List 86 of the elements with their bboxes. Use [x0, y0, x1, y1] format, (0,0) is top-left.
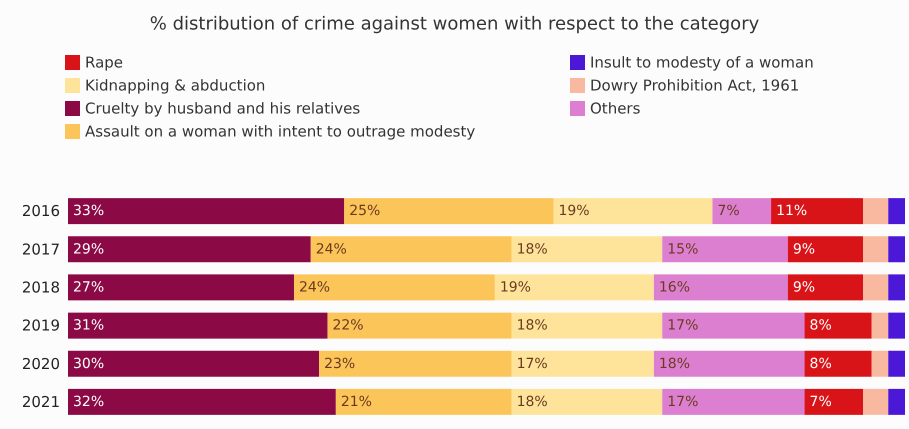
bar [771, 198, 864, 224]
data-label: 18% [516, 318, 548, 334]
y-tick-label: 2017 [22, 240, 60, 258]
data-label: 24% [316, 241, 347, 258]
data-label: 18% [516, 241, 548, 258]
bar [512, 350, 654, 377]
bar [68, 198, 344, 224]
bar [872, 312, 888, 339]
data-label: 21% [340, 394, 372, 410]
bar [494, 274, 654, 300]
bar [512, 388, 662, 415]
data-label: 33% [73, 203, 104, 220]
data-label: 25% [349, 203, 380, 220]
bar [662, 236, 788, 262]
data-label: 18% [658, 356, 690, 372]
bar [863, 388, 888, 415]
bar [863, 236, 888, 262]
bar [662, 388, 805, 415]
bar [662, 312, 805, 339]
bar [68, 312, 328, 339]
bar [68, 350, 320, 377]
bar [294, 274, 495, 300]
bar [804, 312, 872, 339]
data-label: 11% [776, 203, 808, 220]
data-label: 27% [73, 279, 104, 296]
bar [68, 274, 294, 300]
bar [512, 236, 662, 262]
data-label: 8% [810, 356, 832, 372]
bar [863, 274, 888, 300]
legend-label: Others [590, 100, 641, 118]
bar [68, 236, 311, 262]
y-tick-label: 2016 [22, 202, 60, 220]
data-label: 8% [810, 318, 832, 334]
legend-label: Assault on a woman with intent to outrage modesty [85, 122, 476, 140]
data-label: 9% [792, 241, 816, 258]
bar [344, 198, 554, 224]
bar [68, 388, 336, 415]
legend-label: Dowry Prohibition Act, 1961 [590, 76, 800, 94]
legend-label: Cruelty by husband and his relatives [85, 100, 360, 118]
data-label: 29% [73, 241, 104, 258]
y-tick-label: 2018 [22, 278, 60, 296]
bar [512, 312, 662, 339]
bar [888, 312, 905, 339]
bar [872, 350, 888, 377]
data-label: 23% [324, 356, 356, 372]
data-label: 22% [332, 318, 364, 334]
bar [888, 274, 905, 300]
data-label: 30% [73, 356, 104, 372]
legend-label: Insult to modesty of a woman [590, 54, 814, 72]
bar [888, 236, 905, 262]
data-label: 9% [792, 279, 816, 296]
bar [888, 350, 905, 377]
bar [712, 198, 772, 224]
data-label: 15% [667, 241, 698, 258]
bar [327, 312, 512, 339]
bar [888, 198, 905, 224]
bar [310, 236, 512, 262]
bar [654, 350, 805, 377]
bar [553, 198, 712, 224]
bar [804, 350, 872, 377]
data-label: 7% [717, 203, 740, 220]
data-label: 32% [73, 394, 104, 410]
data-label: 17% [667, 318, 698, 334]
legend-label: Rape [85, 54, 124, 72]
data-label: 19% [500, 279, 531, 296]
data-label: 18% [516, 394, 548, 410]
data-label: 16% [658, 279, 690, 296]
y-tick-label: 2020 [22, 354, 60, 373]
data-label: 17% [667, 394, 698, 410]
bar [788, 274, 864, 300]
bar [863, 198, 888, 224]
bar [319, 350, 512, 377]
y-tick-label: 2021 [22, 392, 60, 411]
data-label: 17% [516, 356, 548, 372]
data-label: 31% [73, 318, 104, 334]
data-label: 24% [298, 279, 330, 296]
data-label: 7% [810, 394, 832, 410]
legend-label: Kidnapping & abduction [85, 76, 266, 94]
bar [888, 388, 905, 415]
bar [804, 388, 864, 415]
bar [788, 236, 864, 262]
bar [654, 274, 788, 300]
y-tick-label: 2019 [22, 316, 60, 335]
data-label: 19% [558, 203, 590, 220]
bar [336, 388, 512, 415]
chart-title: % distribution of crime against women with respect to the category [150, 14, 760, 34]
